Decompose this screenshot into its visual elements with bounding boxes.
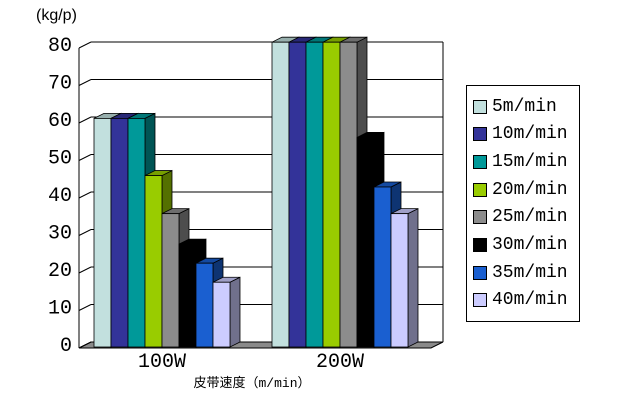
legend-label: 20m/min <box>492 179 568 200</box>
legend-label: 25m/min <box>492 207 568 228</box>
y-axis-tick: 10 <box>48 298 72 321</box>
x-axis-category-label-200W: 200W <box>316 351 364 374</box>
y-axis-tick: 30 <box>48 223 72 246</box>
legend-swatch <box>473 293 487 308</box>
legend-label: 10m/min <box>492 124 568 145</box>
legend-swatch <box>473 154 487 169</box>
legend-box: 5m/min 10m/min 15m/min 20m/min 25m/min 30m/mi… <box>466 85 580 322</box>
legend-swatch <box>473 237 487 252</box>
legend-swatch <box>473 99 487 114</box>
legend-label: 15m/min <box>492 151 568 172</box>
legend-item-5m-min[interactable]: 5m/min <box>473 98 579 116</box>
bar-40m-min-100W[interactable] <box>212 276 241 348</box>
legend-label: 5m/min <box>492 96 557 117</box>
legend-swatch <box>473 182 487 197</box>
y-axis <box>78 41 92 349</box>
legend-label: 40m/min <box>492 290 568 311</box>
legend-item-35m-min[interactable]: 35m/min <box>473 264 579 282</box>
y-axis-tick: 0 <box>60 335 72 358</box>
y-axis-tick: 80 <box>48 35 72 58</box>
y-axis-tick: 40 <box>48 185 72 208</box>
legend-label: 35m/min <box>492 262 568 283</box>
y-axis-tick: 70 <box>48 73 72 96</box>
y-axis-tick: 20 <box>48 260 72 283</box>
legend-item-40m-min[interactable]: 40m/min <box>473 291 579 309</box>
x-axis-title: 皮带速度（m/min） <box>193 376 311 391</box>
legend-swatch <box>473 127 487 142</box>
legend-item-20m-min[interactable]: 20m/min <box>473 181 579 199</box>
legend-item-10m-min[interactable]: 10m/min <box>473 125 579 143</box>
y-axis-tick: 60 <box>48 110 72 133</box>
legend-item-25m-min[interactable]: 25m/min <box>473 208 579 226</box>
legend-item-30m-min[interactable]: 30m/min <box>473 236 579 254</box>
x-axis-category-label-100W: 100W <box>138 351 186 374</box>
legend-swatch <box>473 265 487 280</box>
legend-label: 30m/min <box>492 234 568 255</box>
legend-swatch <box>473 210 487 225</box>
y-axis-tick: 50 <box>48 148 72 171</box>
y-axis-tick-labels: 0 10 20 30 40 50 60 70 80 <box>48 35 72 358</box>
y-axis-unit-label: (kg/p) <box>36 7 77 24</box>
legend-item-15m-min[interactable]: 15m/min <box>473 153 579 171</box>
bar-40m-min-200W[interactable] <box>390 208 419 348</box>
